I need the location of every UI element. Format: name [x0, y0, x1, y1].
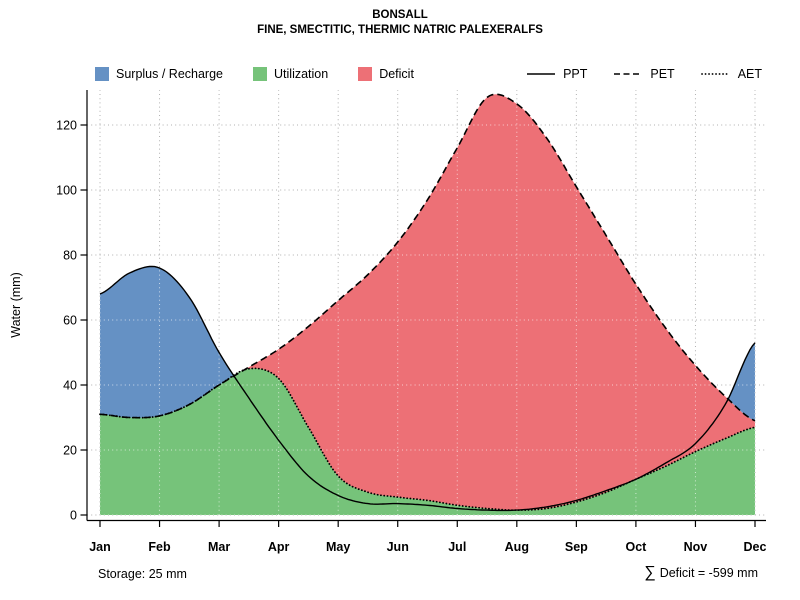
x-axis-label-aug: Aug [505, 540, 529, 554]
y-tick-label-0: 0 [70, 509, 77, 523]
x-axis-label-oct: Oct [625, 540, 647, 554]
utilization-swatch [253, 67, 268, 81]
deficit-swatch [358, 67, 373, 81]
x-axis-label-sep: Sep [565, 540, 588, 554]
legend-label-deficit: Deficit [379, 67, 414, 81]
legend-label-surplus: Surplus / Recharge [116, 67, 224, 81]
legend-label-pet: PET [650, 67, 675, 81]
chart-header: BONSALL FINE, SMECTITIC, THERMIC NATRIC … [0, 8, 800, 38]
page-title: BONSALL [372, 9, 428, 21]
legend-label-ppt: PPT [563, 67, 588, 81]
x-axis-label-may: May [326, 540, 350, 554]
y-tick-label-40: 40 [63, 379, 77, 393]
legend-label-aet: AET [737, 67, 762, 81]
axes: 0 20 40 60 80 100 120 Jan Feb Mar Apr May Jun Jul Aug S… [9, 90, 767, 554]
y-tick-label-60: 60 [63, 314, 77, 328]
areas [100, 94, 755, 515]
deficit-annotation: ∑ Deficit = -599 mm [644, 565, 758, 581]
dashed-line-sample-icon [614, 73, 643, 75]
x-axis-label-jan: Jan [89, 540, 111, 554]
sigma-icon: ∑ [644, 564, 656, 581]
y-tick-label-120: 120 [56, 119, 77, 133]
dotted-line-sample-icon [700, 73, 731, 75]
legend-item-ppt: PPT [526, 67, 587, 81]
legend-item-aet: AET [700, 67, 762, 81]
deficit-area [100, 94, 755, 511]
legend-item-utilization: Utilization [253, 67, 328, 81]
y-tick-label-20: 20 [63, 444, 77, 458]
storage-annotation: Storage: 25 mm [98, 567, 187, 581]
surplus-area [100, 94, 755, 421]
x-axis-label-jul: Jul [448, 540, 466, 554]
y-axis-title: Water (mm) [9, 272, 23, 338]
utilization-area [100, 368, 755, 515]
legend-item-deficit: Deficit [358, 67, 414, 81]
solid-line-sample-icon [527, 73, 556, 75]
x-axis-label-nov: Nov [684, 540, 708, 554]
legend-item-pet: PET [613, 67, 675, 81]
x-axis-label-mar: Mar [208, 540, 230, 554]
legend-line-group: PPT PET AET [500, 67, 762, 81]
series-lines [99, 93, 756, 512]
legend-item-surplus: Surplus / Recharge [95, 67, 223, 81]
x-axis-label-apr: Apr [268, 540, 290, 554]
x-axis-label-dec: Dec [744, 540, 767, 554]
ppt-line [99, 265, 756, 512]
y-tick-label-80: 80 [63, 249, 77, 263]
page-subtitle: FINE, SMECTITIC, THERMIC NATRIC PALEXERA… [257, 24, 543, 36]
deficit-annotation-text: Deficit = -599 mm [659, 566, 758, 580]
chart-legend: Surplus / Recharge Utilization Deficit P… [95, 67, 762, 81]
y-tick-label-100: 100 [56, 184, 77, 198]
surplus-swatch [95, 67, 109, 81]
x-axis-label-feb: Feb [148, 540, 171, 554]
pet-line [99, 93, 756, 422]
legend-label-utilization: Utilization [274, 67, 329, 81]
x-axis-label-jun: Jun [387, 540, 409, 554]
